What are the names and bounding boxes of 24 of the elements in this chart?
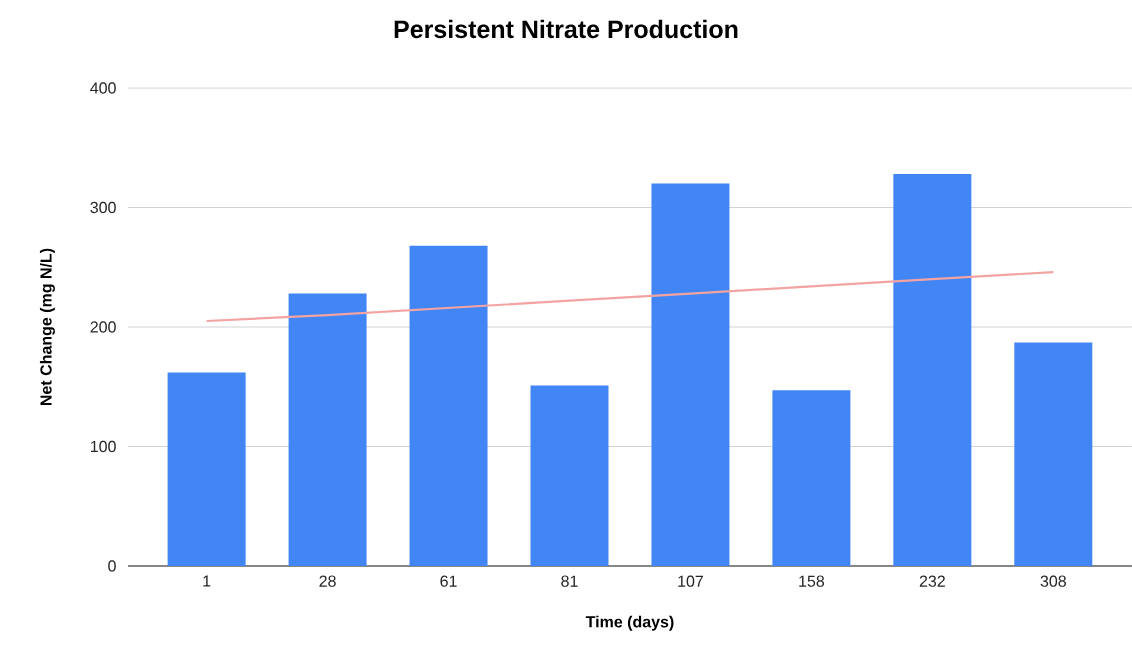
x-tick-label: 81: [561, 575, 578, 587]
y-tick-label: 0: [108, 560, 116, 572]
bar: [530, 385, 609, 566]
bar: [772, 390, 851, 566]
y-tick-label: 100: [91, 440, 116, 453]
chart-title: Persistent Nitrate Production: [394, 19, 738, 39]
y-tick-label: 400: [90, 82, 116, 94]
x-tick-label: 158: [799, 575, 825, 587]
bar: [288, 293, 367, 566]
x-tick-label: 308: [1040, 575, 1066, 587]
x-tick-label: 107: [678, 575, 703, 587]
y-axis-title: Net Change (mg N/L): [39, 248, 55, 406]
y-tick-label: 200: [90, 321, 116, 333]
x-axis-title: Time (days): [585, 615, 674, 631]
y-tick-label: 300: [90, 201, 116, 214]
bar: [1014, 342, 1093, 566]
bar: [409, 245, 488, 566]
bar: [651, 183, 730, 566]
x-tick-label: 1: [203, 575, 211, 587]
bar: [167, 372, 246, 566]
x-tick-label: 232: [919, 575, 945, 587]
x-tick-label: 28: [319, 575, 336, 587]
bar: [893, 174, 972, 566]
x-tick-label: 61: [440, 575, 457, 587]
